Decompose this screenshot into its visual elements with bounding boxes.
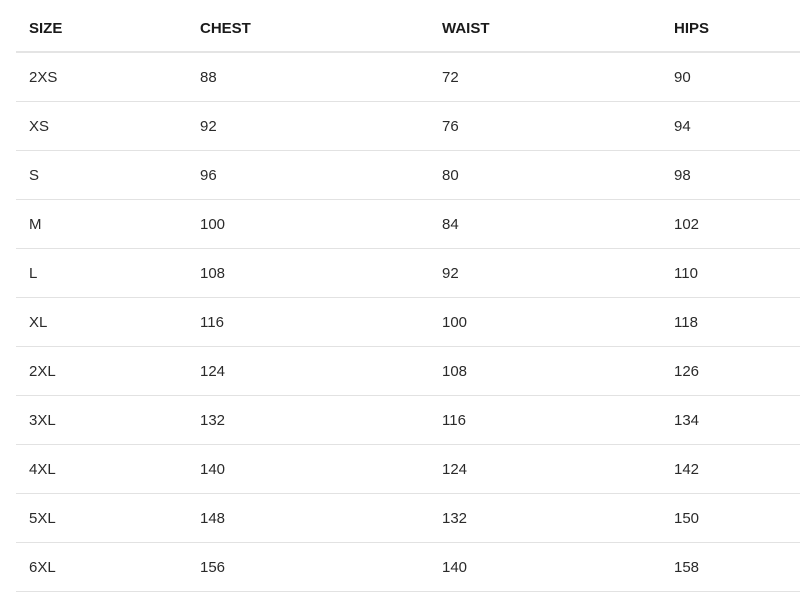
cell-chest: 140 xyxy=(187,444,429,494)
table-row: XL 116 100 118 xyxy=(16,297,800,347)
cell-size: 6XL xyxy=(16,542,187,592)
table-row: 2XL 124 108 126 xyxy=(16,346,800,396)
cell-waist: 132 xyxy=(429,493,661,543)
cell-hips: 110 xyxy=(661,248,800,298)
table-row: 5XL 148 132 150 xyxy=(16,493,800,543)
cell-size: XL xyxy=(16,297,187,347)
cell-size: M xyxy=(16,199,187,249)
cell-chest: 132 xyxy=(187,395,429,445)
cell-chest: 148 xyxy=(187,493,429,543)
cell-chest: 92 xyxy=(187,101,429,151)
cell-waist: 108 xyxy=(429,346,661,396)
cell-size: S xyxy=(16,150,187,200)
header-hips: HIPS xyxy=(661,0,800,53)
cell-hips: 134 xyxy=(661,395,800,445)
cell-size: 4XL xyxy=(16,444,187,494)
cell-chest: 156 xyxy=(187,542,429,592)
cell-size: L xyxy=(16,248,187,298)
cell-chest: 100 xyxy=(187,199,429,249)
table-row: 4XL 140 124 142 xyxy=(16,444,800,494)
cell-waist: 140 xyxy=(429,542,661,592)
header-size: SIZE xyxy=(16,0,187,53)
cell-waist: 76 xyxy=(429,101,661,151)
table-row: 3XL 132 116 134 xyxy=(16,395,800,445)
cell-size: 5XL xyxy=(16,493,187,543)
cell-hips: 90 xyxy=(661,52,800,102)
cell-size: 2XS xyxy=(16,52,187,102)
size-chart-table: SIZE CHEST WAIST HIPS 2XS 88 72 90 XS 92 76 94 S… xyxy=(16,0,800,592)
cell-waist: 80 xyxy=(429,150,661,200)
cell-chest: 108 xyxy=(187,248,429,298)
cell-chest: 116 xyxy=(187,297,429,347)
cell-waist: 116 xyxy=(429,395,661,445)
cell-hips: 98 xyxy=(661,150,800,200)
cell-waist: 124 xyxy=(429,444,661,494)
cell-hips: 94 xyxy=(661,101,800,151)
cell-chest: 124 xyxy=(187,346,429,396)
cell-hips: 142 xyxy=(661,444,800,494)
cell-hips: 118 xyxy=(661,297,800,347)
header-chest: CHEST xyxy=(187,0,429,53)
cell-waist: 92 xyxy=(429,248,661,298)
cell-hips: 126 xyxy=(661,346,800,396)
cell-size: XS xyxy=(16,101,187,151)
header-row: SIZE CHEST WAIST HIPS xyxy=(16,0,800,53)
cell-chest: 88 xyxy=(187,52,429,102)
cell-hips: 102 xyxy=(661,199,800,249)
cell-size: 3XL xyxy=(16,395,187,445)
table-row: L 108 92 110 xyxy=(16,248,800,298)
table-row: 2XS 88 72 90 xyxy=(16,52,800,102)
cell-waist: 100 xyxy=(429,297,661,347)
cell-waist: 72 xyxy=(429,52,661,102)
cell-chest: 96 xyxy=(187,150,429,200)
table-row: S 96 80 98 xyxy=(16,150,800,200)
table-row: XS 92 76 94 xyxy=(16,101,800,151)
cell-hips: 150 xyxy=(661,493,800,543)
table-row: M 100 84 102 xyxy=(16,199,800,249)
header-waist: WAIST xyxy=(429,0,661,53)
cell-waist: 84 xyxy=(429,199,661,249)
cell-size: 2XL xyxy=(16,346,187,396)
table-row: 6XL 156 140 158 xyxy=(16,542,800,592)
cell-hips: 158 xyxy=(661,542,800,592)
